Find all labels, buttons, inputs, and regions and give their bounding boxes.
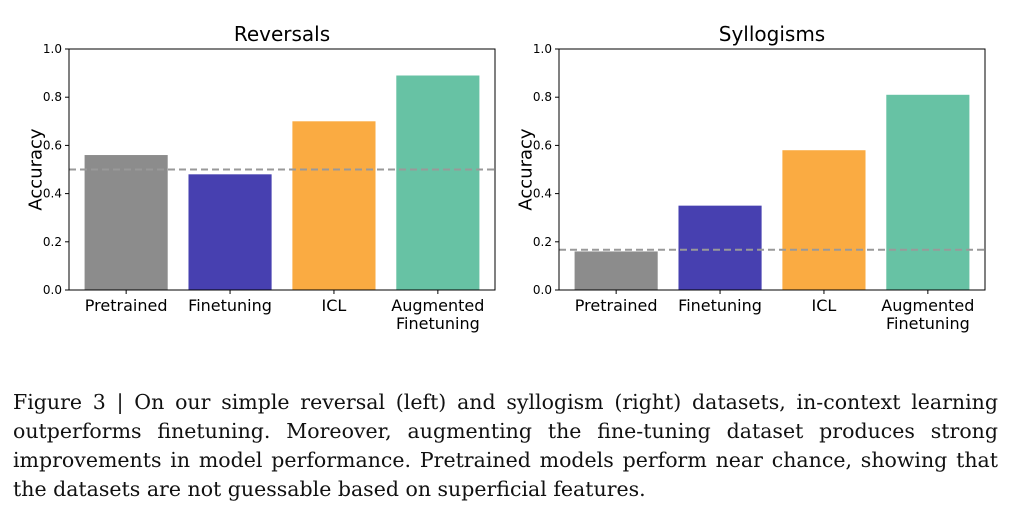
x-tick-label: Augmented Finetuning (881, 296, 974, 333)
figure-charts: Reversals Accuracy 0.0 0.2 0.4 0.6 0.8 1.0 Pretr… (26, 22, 986, 333)
bar-2 (188, 174, 272, 290)
x-tick-label: ICL (812, 296, 837, 315)
y-axis-label: Accuracy (516, 128, 537, 211)
y-tick-label: 0.2 (533, 235, 552, 249)
bar-4 (886, 94, 970, 290)
y-tick-label: 0.4 (533, 187, 552, 201)
y-tick-label: 0.6 (533, 138, 552, 152)
x-tick-label: Finetuning (678, 296, 762, 315)
y-tick-label: 0.8 (533, 90, 552, 104)
chart-title: Syllogisms (719, 22, 825, 46)
y-tick-label: 1.0 (533, 42, 552, 56)
bar-4 (396, 75, 480, 290)
chart-panel-1: Reversals Accuracy 0.0 0.2 0.4 0.6 0.8 1.0 Pretr… (26, 22, 496, 333)
x-tick-label: ICL (322, 296, 347, 315)
figure-caption: Figure 3 | On our simple reversal (left)… (13, 390, 998, 501)
axes-frame (68, 48, 496, 291)
x-tick-label: Finetuning (188, 296, 272, 315)
y-tick-label: 0.8 (43, 90, 62, 104)
axes-frame (558, 48, 986, 291)
y-axis-label: Accuracy (26, 128, 47, 211)
y-tick-label: 0.2 (43, 235, 62, 249)
x-tick-label: Pretrained (85, 296, 168, 315)
bar-3 (292, 121, 376, 290)
y-tick-label: 0.4 (43, 187, 62, 201)
bar-2 (678, 205, 762, 290)
bar-1 (84, 155, 168, 290)
chart-panel-2: Syllogisms Accuracy 0.0 0.2 0.4 0.6 0.8 1.0 Pret… (516, 22, 986, 333)
y-tick-label: 0.0 (533, 283, 552, 297)
y-tick-label: 1.0 (43, 42, 62, 56)
bar-3 (782, 150, 866, 290)
y-tick-label: 0.0 (43, 283, 62, 297)
bar-1 (574, 251, 658, 290)
y-tick-label: 0.6 (43, 138, 62, 152)
x-tick-label: Augmented Finetuning (391, 296, 484, 333)
x-tick-label: Pretrained (575, 296, 658, 315)
chart-title: Reversals (234, 22, 330, 46)
